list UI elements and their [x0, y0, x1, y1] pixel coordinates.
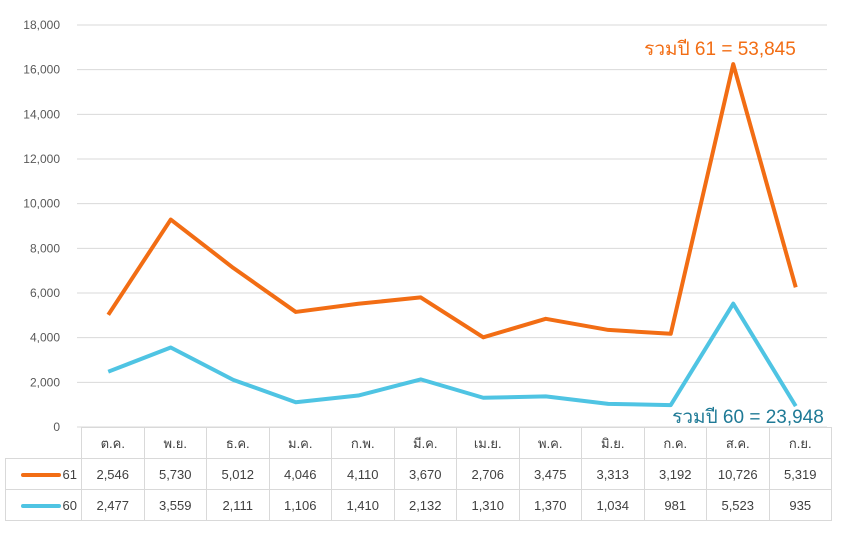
- table-cell: 5,319: [768, 458, 832, 490]
- category-label: ก.ค.: [643, 427, 707, 459]
- table-row: 60 2,477 3,559 2,111 1,106 1,410 2,132 1,310 1,3…: [5, 489, 832, 521]
- category-label: มี.ค.: [393, 427, 457, 459]
- table-cell: 3,670: [393, 458, 457, 490]
- table-cell: 5,012: [206, 458, 270, 490]
- table-cell: 1,410: [331, 489, 395, 521]
- y-tick-label: 12,000: [23, 152, 60, 166]
- y-tick-label: 14,000: [23, 107, 60, 121]
- table-cell: 2,706: [456, 458, 520, 490]
- table-row: 61 2,546 5,730 5,012 4,046 4,110 3,670 2,706 3,4…: [5, 458, 832, 490]
- legend-entry: 60: [5, 489, 82, 521]
- table-cell: 4,110: [331, 458, 395, 490]
- table-cell: 2,132: [393, 489, 457, 521]
- table-cell: 1,106: [268, 489, 332, 521]
- data-table: ต.ค. พ.ย. ธ.ค. ม.ค. ก.พ. มี.ค. เม.ย. พ.ค. มิ.ย. ก…: [5, 427, 832, 521]
- category-label: เม.ย.: [456, 427, 520, 459]
- category-label: ก.พ.: [331, 427, 395, 459]
- y-tick-label: 8,000: [30, 241, 60, 255]
- series-name: 60: [62, 497, 77, 513]
- legend-entry: 61: [5, 458, 82, 490]
- table-cell: 2,477: [81, 489, 145, 521]
- category-label: พ.ค.: [518, 427, 582, 459]
- table-corner: [5, 427, 82, 459]
- series-61-line: [106, 62, 798, 340]
- y-tick-label: 6,000: [30, 286, 60, 300]
- series-60-line: [107, 301, 798, 408]
- y-tick-label: 0: [53, 420, 60, 434]
- y-tick-label: 18,000: [23, 18, 60, 32]
- table-cell: 5,523: [706, 489, 770, 521]
- category-label: มิ.ย.: [581, 427, 645, 459]
- legend-swatch: [20, 504, 61, 509]
- table-cell: 1,370: [518, 489, 582, 521]
- table-cell: 935: [768, 489, 832, 521]
- table-cell: 981: [643, 489, 707, 521]
- table-cell: 5,730: [143, 458, 207, 490]
- y-tick-label: 16,000: [23, 63, 60, 77]
- y-tick-label: 10,000: [23, 197, 60, 211]
- table-cell: 10,726: [706, 458, 770, 490]
- table-cell: 3,313: [581, 458, 645, 490]
- category-label: ธ.ค.: [206, 427, 270, 459]
- annotation-total-61: รวมปี 61 = 53,845: [644, 38, 796, 60]
- table-cell: 3,475: [518, 458, 582, 490]
- annotation-total-60: รวมปี 60 = 23,948: [672, 406, 824, 428]
- table-cell: 2,546: [81, 458, 145, 490]
- y-tick-label: 4,000: [30, 331, 60, 345]
- table-cell: 1,310: [456, 489, 520, 521]
- y-tick-label: 2,000: [30, 375, 60, 389]
- legend-swatch: [20, 473, 61, 478]
- category-label: ต.ค.: [81, 427, 145, 459]
- category-label: ส.ค.: [706, 427, 770, 459]
- category-label: ม.ค.: [268, 427, 332, 459]
- category-label: พ.ย.: [143, 427, 207, 459]
- category-label: ก.ย.: [768, 427, 832, 459]
- table-cell: 3,192: [643, 458, 707, 490]
- table-cell: 1,034: [581, 489, 645, 521]
- table-cell: 3,559: [143, 489, 207, 521]
- table-cell: 4,046: [268, 458, 332, 490]
- series-name: 61: [62, 466, 77, 482]
- table-cell: 2,111: [206, 489, 270, 521]
